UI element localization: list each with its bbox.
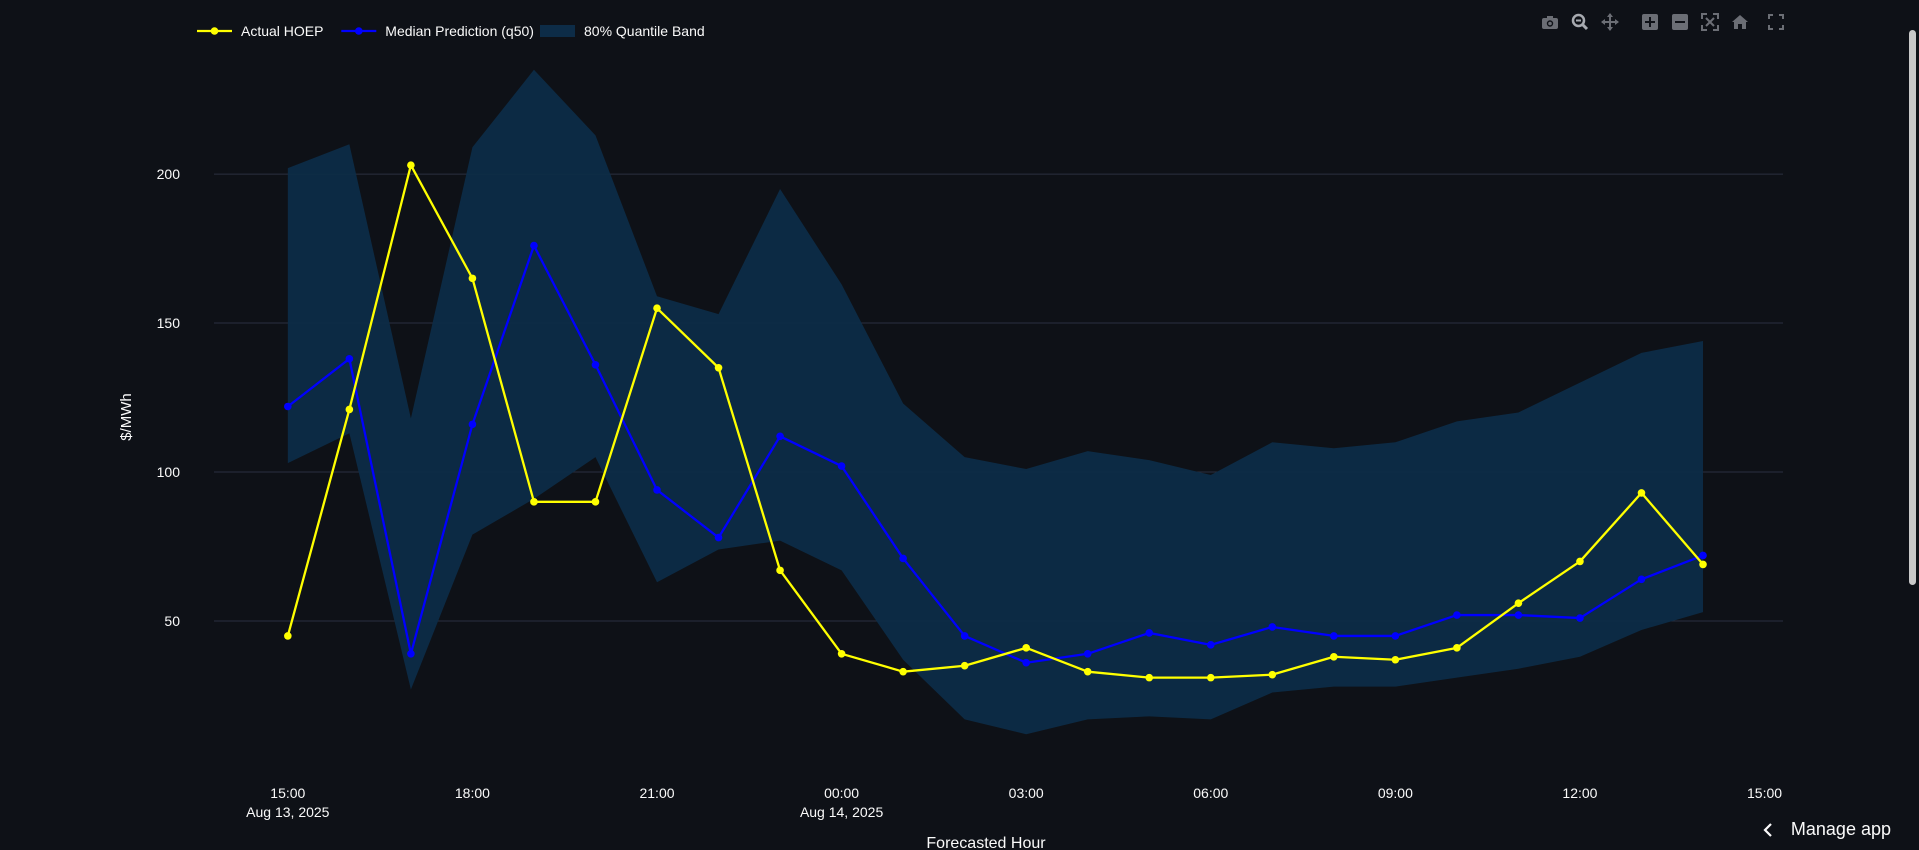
- zoom-icon[interactable]: [1565, 12, 1595, 32]
- data-point: [1637, 489, 1646, 497]
- data-point: [530, 498, 538, 506]
- y-tick-label: 100: [157, 464, 181, 480]
- y-tick-label: 50: [164, 613, 180, 629]
- series-median-prediction: [284, 241, 1707, 667]
- x-tick-label: 15:00: [270, 785, 305, 801]
- legend-swatch-band: [540, 25, 575, 37]
- data-point: [345, 355, 354, 363]
- data-point: [1391, 632, 1400, 640]
- page-scrollbar[interactable]: [1909, 30, 1916, 585]
- plot-toolbar: [1535, 12, 1791, 32]
- x-tick-label: 00:00: [824, 785, 859, 801]
- legend-swatch-marker: [355, 27, 363, 35]
- data-point: [1022, 658, 1030, 667]
- data-point: [468, 420, 477, 429]
- legend-swatch-marker: [210, 27, 219, 35]
- zoom-in-icon[interactable]: [1635, 12, 1665, 32]
- data-point: [653, 486, 661, 494]
- data-point: [407, 161, 415, 169]
- manage-app-label: Manage app: [1790, 819, 1891, 839]
- data-point: [776, 566, 784, 575]
- data-point: [1083, 649, 1092, 658]
- x-axis-label: Forecasted Hour: [926, 835, 1046, 850]
- x-tick-label: 12:00: [1562, 785, 1597, 801]
- quantile-band: [287, 69, 1704, 735]
- data-point: [468, 274, 477, 283]
- pan-icon[interactable]: [1595, 12, 1625, 32]
- data-point: [1576, 614, 1584, 622]
- data-point: [591, 498, 600, 506]
- x-tick-label: 15:00: [1747, 785, 1782, 801]
- x-tick-label: 06:00: [1193, 785, 1228, 801]
- legend-entry: 80% Quantile Band: [584, 23, 705, 39]
- manage-app-button[interactable]: Manage app: [1763, 819, 1891, 840]
- zoom-out-icon[interactable]: [1665, 12, 1695, 32]
- data-point: [530, 241, 538, 250]
- data-point: [1514, 611, 1523, 619]
- series-line: [286, 163, 1704, 679]
- data-point: [899, 554, 907, 563]
- series-layer: [284, 161, 1707, 682]
- data-point: [899, 667, 907, 676]
- data-point: [714, 533, 723, 542]
- data-point: [1453, 644, 1461, 652]
- data-point: [1391, 655, 1400, 664]
- x-tick-sublabel: Aug 13, 2025: [246, 804, 330, 820]
- data-point: [1268, 623, 1277, 631]
- chevron-left-icon: [1763, 822, 1772, 837]
- camera-icon[interactable]: [1535, 12, 1565, 32]
- data-point: [1330, 652, 1338, 661]
- data-point: [776, 432, 784, 441]
- x-tick-labels: 15:00 Aug 13, 2025 18:00 21:00 00:00 Aug 14, …: [246, 785, 1782, 820]
- data-point: [345, 405, 354, 414]
- data-point: [1206, 673, 1215, 682]
- data-point: [1145, 629, 1154, 637]
- data-point: [1206, 641, 1215, 649]
- x-tick-sublabel: Aug 14, 2025: [800, 804, 884, 820]
- x-tick-label: 21:00: [639, 785, 674, 801]
- y-axis-label: $/MWh: [118, 393, 135, 441]
- data-point: [1699, 551, 1707, 560]
- data-point: [714, 363, 723, 372]
- data-point: [1268, 670, 1277, 679]
- x-tick-label: 18:00: [455, 785, 490, 801]
- data-point: [1083, 667, 1092, 676]
- x-tick-label: 09:00: [1378, 785, 1413, 801]
- data-point: [1145, 673, 1154, 682]
- data-point: [591, 360, 600, 369]
- data-point: [960, 632, 969, 640]
- quantile-band-layer: [287, 69, 1704, 735]
- legend: Actual HOEP Median Prediction (q50) 80% Qu…: [197, 23, 705, 39]
- data-point: [1576, 557, 1584, 566]
- y-tick-label: 150: [157, 315, 181, 331]
- data-point: [653, 304, 661, 312]
- data-point: [837, 649, 846, 658]
- data-point: [1022, 644, 1030, 652]
- data-point: [1637, 575, 1646, 584]
- data-point: [284, 632, 292, 640]
- x-tick-label: 03:00: [1009, 785, 1044, 801]
- y-tick-label: 200: [157, 166, 181, 182]
- y-tick-labels: 50 100 150 200: [157, 166, 181, 629]
- series-line: [287, 244, 1704, 664]
- data-point: [1699, 560, 1707, 569]
- data-point: [407, 649, 415, 658]
- legend-entry: Actual HOEP: [241, 23, 323, 39]
- data-point: [1330, 632, 1338, 640]
- data-point: [960, 661, 969, 670]
- home-icon[interactable]: [1725, 12, 1755, 32]
- fullscreen-icon[interactable]: [1761, 12, 1791, 32]
- data-point: [1514, 599, 1523, 607]
- data-point: [1453, 611, 1461, 619]
- legend-entry: Median Prediction (q50): [385, 23, 534, 39]
- data-point: [284, 402, 292, 411]
- data-point: [837, 462, 846, 470]
- series-actual-hoep: [284, 161, 1707, 682]
- autoscale-icon[interactable]: [1695, 12, 1725, 32]
